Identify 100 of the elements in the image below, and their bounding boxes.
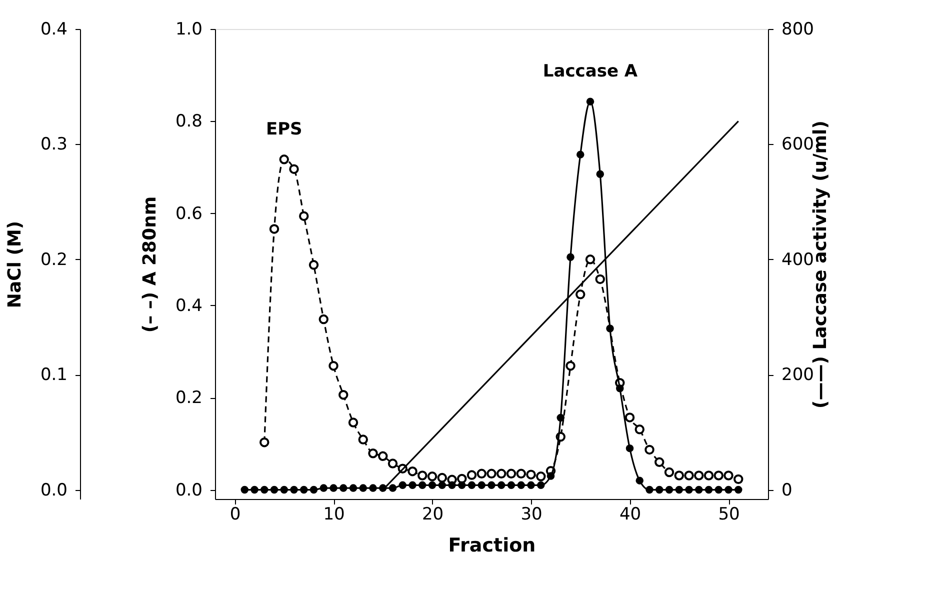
y3-tick-label: 0.3 [40,134,68,155]
point [626,444,634,452]
point [517,481,525,490]
point [674,470,684,480]
y2-tick-label: 600 [782,134,814,155]
point [349,484,358,492]
x-tick-label: 30 [520,504,542,524]
point [428,481,436,490]
point [536,472,546,482]
point [358,434,368,444]
point [596,170,604,178]
y-tick-label: 0.4 [175,296,202,316]
point [546,472,555,480]
point [476,468,486,479]
point [576,150,584,158]
point [665,486,674,494]
point [664,467,674,478]
point [466,470,477,480]
point [368,448,378,458]
point [338,390,348,400]
point [289,164,299,174]
point [359,484,367,492]
point [516,468,526,479]
point [644,444,654,455]
point [634,424,644,434]
point [585,254,596,264]
y-tick-label: 0.0 [175,480,202,500]
point [734,486,742,494]
point [408,481,416,490]
point [654,457,664,468]
point [704,486,713,494]
point [714,486,722,494]
point [330,484,338,492]
x-axis-title: Fraction [448,534,536,556]
point [695,486,703,494]
point [438,481,446,490]
point [299,211,309,221]
y-tick-label: 0.2 [175,388,202,408]
point [427,472,438,482]
point [378,451,388,462]
y2-tick-label: 400 [782,250,814,270]
y3-axis-title: NaCl (M) [4,220,26,308]
point [457,474,467,484]
point [624,412,635,422]
point [724,486,732,494]
point [734,474,744,484]
point [398,481,406,490]
y3-tick-label: 0.2 [40,250,68,270]
point [458,481,466,490]
point [269,224,280,234]
point [488,481,496,490]
point [320,484,328,492]
point [694,470,704,480]
y3-tick-label: 0.4 [40,20,68,40]
point [310,486,318,494]
point [556,414,564,422]
point [636,476,644,484]
y2-tick-label: 200 [782,365,814,386]
point [498,481,506,490]
point [586,98,594,106]
point [448,481,456,490]
point [506,468,516,479]
point [526,470,536,480]
point [496,468,506,479]
point [260,437,270,448]
x-tick-label: 40 [619,504,642,524]
point [348,418,358,428]
x-tick-label: 10 [323,504,345,524]
point [595,274,605,284]
x-tick-label: 50 [718,504,740,524]
point [290,486,298,494]
point [566,253,574,261]
point [270,486,278,494]
point [675,486,683,494]
point [418,470,428,480]
point [308,260,319,270]
point [704,470,714,480]
point [486,468,496,479]
point [478,481,486,490]
point [537,481,545,490]
point [318,314,328,324]
annotation: EPS [266,119,302,140]
point [279,154,289,164]
point [280,486,288,494]
y3-tick-label: 0.0 [40,480,68,500]
point [566,360,576,371]
point [328,360,338,371]
point [616,384,624,392]
y2-tick-label: 0 [782,480,792,500]
x-tick-label: 0 [230,504,241,524]
y2-tick-label: 800 [782,20,814,40]
point [646,486,654,494]
point [714,470,724,480]
point [507,481,516,490]
annotation: Laccase A [542,62,638,82]
point [408,466,418,476]
point [418,481,426,490]
point [388,458,398,468]
point [576,290,586,300]
point [340,484,348,492]
